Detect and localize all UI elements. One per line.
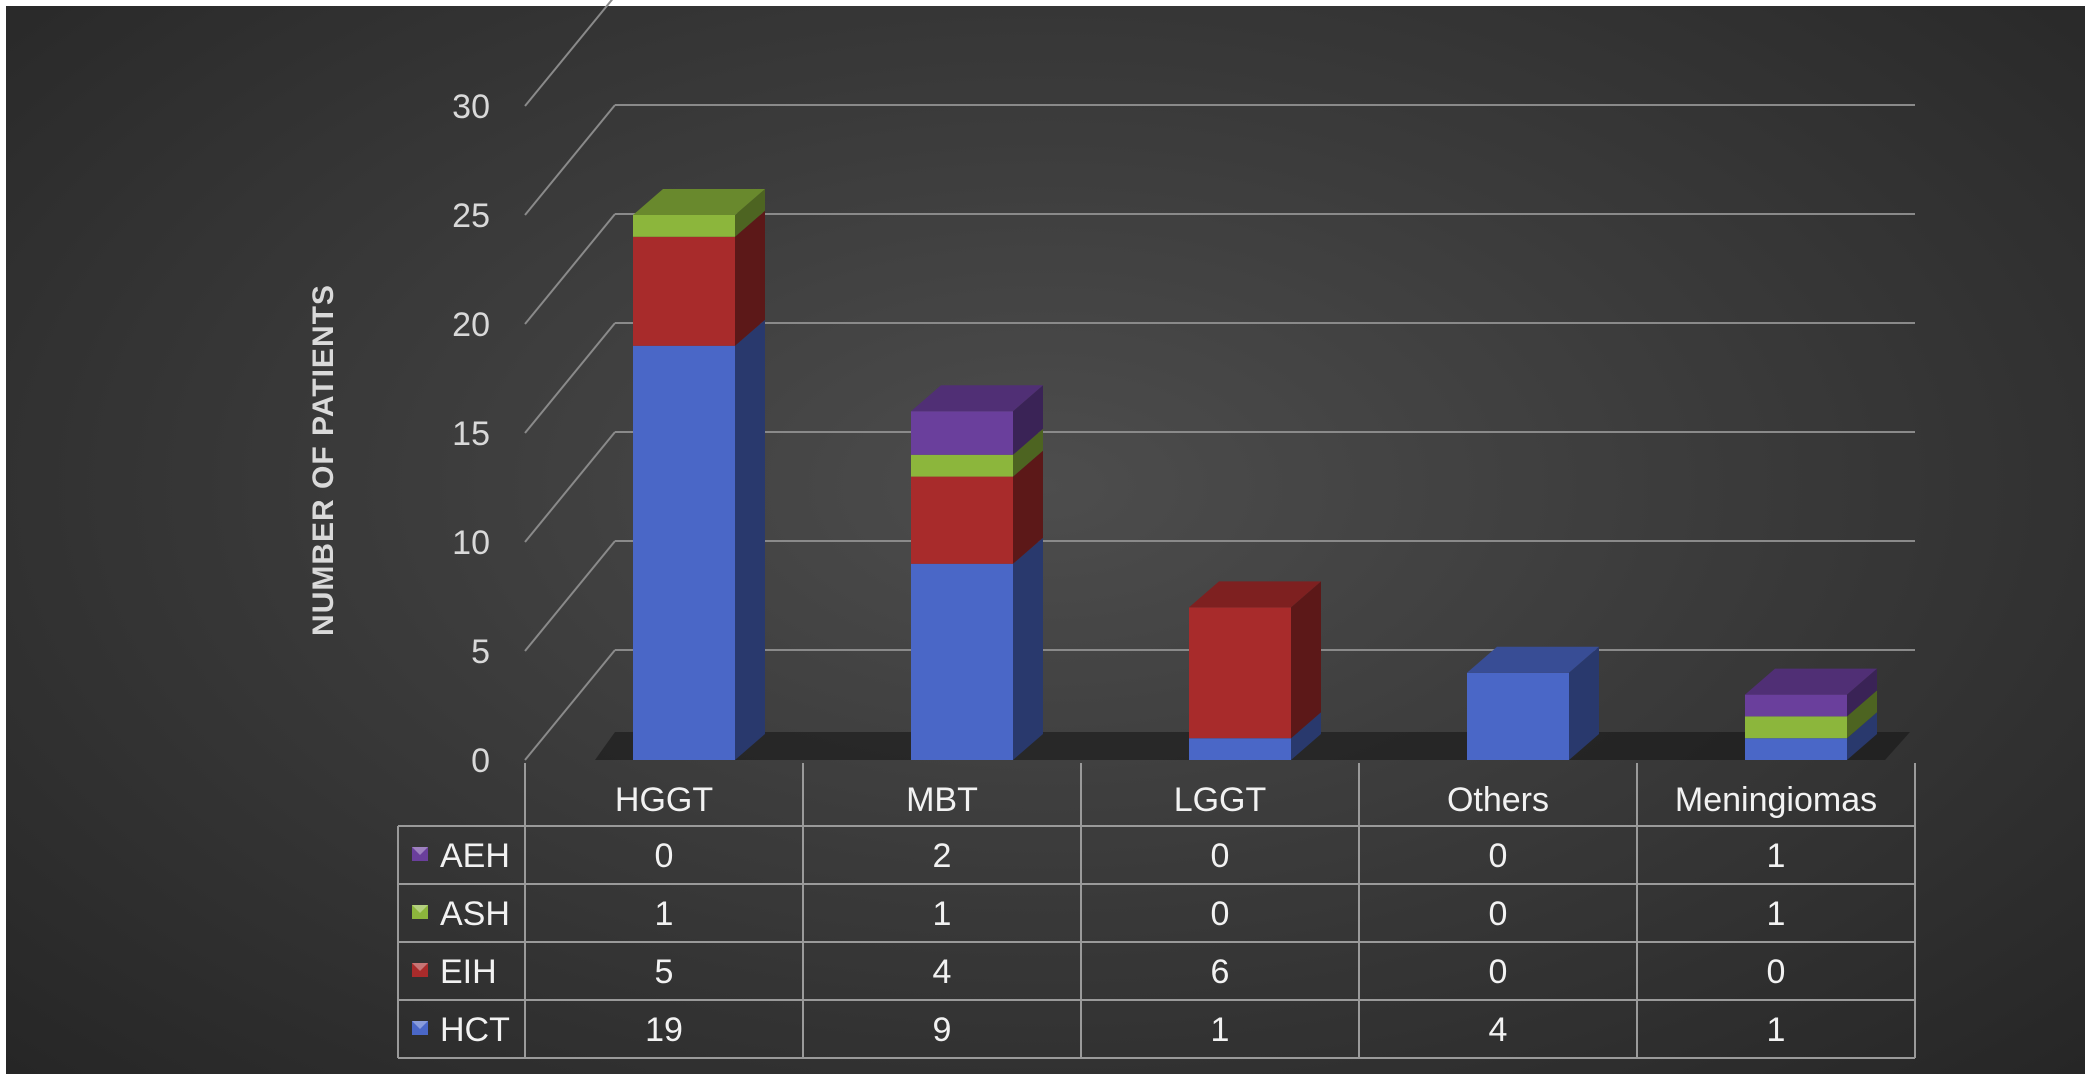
bar-segment-HGGT-EIH [633,210,765,346]
category-label: LGGT [1174,781,1267,819]
bar-side [1847,712,1877,760]
table-cell: 0 [1767,953,1786,991]
bar-front [633,345,735,760]
bar-segment-Others-HCT [1467,646,1599,760]
y-tick-label: 20 [452,306,490,344]
y-axis-title: NUMBER OF PATIENTS [307,284,340,636]
bar-segment-Meningiomas-AEH [1745,668,1877,717]
bar-side [1013,450,1043,564]
table-cell: 0 [1211,837,1230,875]
bar-segment-MBT-EIH [911,450,1043,564]
table-cell: 1 [933,895,952,933]
bar-front [911,476,1013,564]
legend-label: ASH [440,895,510,933]
category-label: Meningiomas [1675,781,1877,819]
bar-side [1291,581,1321,739]
bar-side [1847,668,1877,717]
bar-top [1189,581,1321,608]
bar-segment-Meningiomas-HCT [1745,712,1877,760]
table-cell: 1 [1767,1011,1786,1049]
data-table: HGGT MBT LGGT Others Meningiomas AEH 0 2 0 0 1 ASH 1… [397,763,1916,1059]
y-tick-label: 0 [471,742,490,780]
legend-key-shade [412,847,428,855]
table-cell: 19 [645,1011,683,1049]
table-cell: 5 [655,953,674,991]
table-cell: 0 [1489,895,1508,933]
table-cell: 1 [1211,1011,1230,1049]
gridline-side-25 [524,104,616,216]
table-cell: 1 [1767,837,1786,875]
gridline-side-20 [524,213,616,325]
table-cell: 1 [655,895,674,933]
table-cell: 4 [933,953,952,991]
table-cell: 0 [1211,895,1230,933]
y-tick-label: 5 [471,633,490,671]
table-cell: 0 [1489,837,1508,875]
category-label: HGGT [615,781,713,819]
gridline-side-0 [524,649,616,761]
bar-front [1745,738,1847,760]
bar-front [1189,607,1291,739]
bar-segment-MBT-HCT [911,537,1043,760]
legend-key-shade [412,963,428,971]
legend-label: EIH [440,953,497,991]
y-axis-ticks: 0 5 10 15 20 25 30 [452,88,490,780]
legend-label: HCT [440,1011,510,1049]
bar-side [1569,646,1599,760]
bar-side [735,319,765,760]
bar-side [1013,428,1043,477]
y-tick-label: 30 [452,88,490,126]
y-tick-label: 15 [452,415,490,453]
gridline-side-30 [524,0,614,107]
table-cell: 2 [933,837,952,875]
bar-segment-HGGT-ASH [633,189,765,237]
bar-segment-LGGT-HCT [1189,712,1321,760]
table-cell: 6 [1211,953,1230,991]
bar-side [1013,537,1043,760]
table-cell: 0 [1489,953,1508,991]
bar-front [1189,738,1291,760]
category-label: Others [1447,781,1549,819]
y-tick-label: 10 [452,524,490,562]
bar-segment-MBT-ASH [911,428,1043,477]
bar-top [1467,646,1599,673]
gridline-side-15 [524,322,616,434]
y-tick-label: 25 [452,197,490,235]
bar-segment-HGGT-HCT [633,319,765,760]
bar-top [633,189,765,215]
legend-key-shade [412,1021,428,1029]
gridline-side-5 [524,540,616,652]
bar-side [1291,712,1321,760]
table-cell: 0 [655,837,674,875]
category-label: MBT [906,781,978,819]
bar-front [911,563,1013,760]
bar-front [1745,716,1847,739]
bar-top [1745,668,1877,695]
legend-label: AEH [440,837,510,875]
bar-front [911,454,1013,477]
bar-segment-MBT-AEH [911,385,1043,455]
bar-side [1847,690,1877,739]
bars [633,189,1877,760]
bar-front [633,236,735,346]
gridline-side-10 [524,431,616,543]
bar-front [1745,694,1847,717]
bar-front [1467,672,1569,760]
legend-key-shade [412,905,428,913]
bar-top [911,385,1043,412]
bar-front [633,215,735,237]
bar-side [735,210,765,346]
bar-segment-Meningiomas-ASH [1745,690,1877,739]
bar-front [911,411,1013,455]
bar-side [1013,385,1043,455]
table-cell: 1 [1767,895,1786,933]
table-cell: 4 [1489,1011,1508,1049]
bar-segment-LGGT-EIH [1189,581,1321,739]
bar-side [735,189,765,237]
table-cell: 9 [933,1011,952,1049]
